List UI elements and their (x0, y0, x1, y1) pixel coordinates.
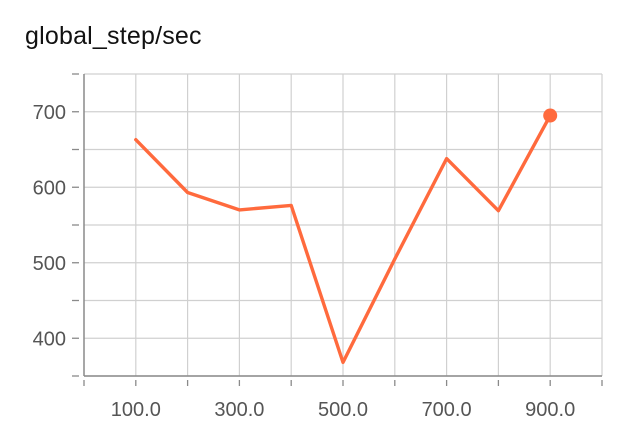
grid (84, 73, 603, 377)
series-line (134, 113, 552, 365)
series-layer (134, 108, 558, 365)
y-tick-label: 500 (33, 253, 66, 275)
tick-labels: 100.0 300.0 500.0 700.0 900.0 400 500 600 700 (33, 102, 576, 421)
x-tick-label: 100.0 (111, 399, 161, 421)
x-tick-label: 500.0 (318, 399, 368, 421)
y-tick-label: 700 (33, 102, 66, 124)
axes (72, 73, 603, 386)
x-tick-label: 900.0 (525, 399, 575, 421)
x-tick-label: 300.0 (214, 399, 264, 421)
y-tick-label: 400 (33, 328, 66, 350)
x-tick-label: 700.0 (422, 399, 472, 421)
last-point-marker[interactable] (543, 108, 558, 123)
chart-title: global_step/sec (25, 22, 202, 50)
y-tick-label: 600 (33, 177, 66, 199)
